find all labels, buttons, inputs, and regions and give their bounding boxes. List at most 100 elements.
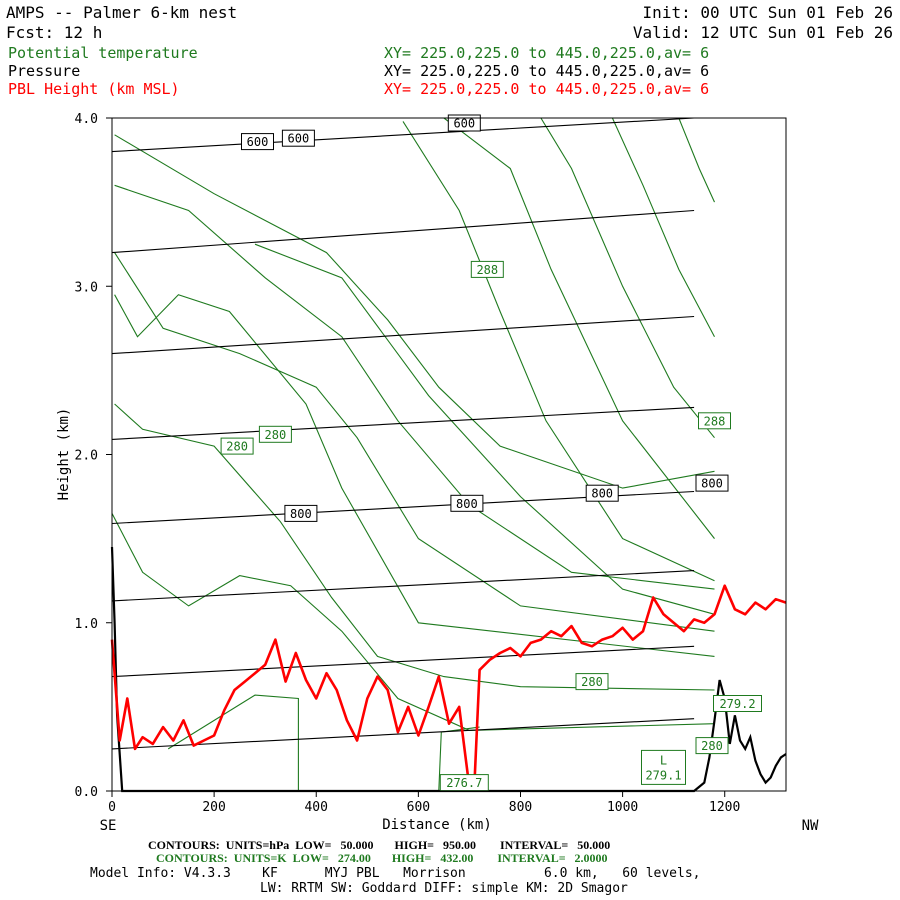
x-axis-label: Distance (km) bbox=[382, 817, 492, 833]
x-end-label-right: NW bbox=[802, 818, 819, 834]
theta-contour-8 bbox=[443, 117, 715, 539]
theta-label-0-box bbox=[470, 260, 504, 278]
theta-label-1-box bbox=[220, 437, 254, 455]
pressure-contour-2 bbox=[111, 570, 695, 602]
y-axis-label: Height (km) bbox=[56, 408, 72, 501]
theta-label-0: 288 bbox=[470, 260, 504, 278]
theta-label-3-text: 288 bbox=[704, 414, 726, 428]
theta-label-6-text: 279.2 bbox=[719, 697, 755, 711]
y-tick-label-1: 1.0 bbox=[75, 617, 98, 632]
pressure-label-1: 600 bbox=[281, 129, 315, 147]
theta-contour-3 bbox=[114, 294, 715, 657]
x-tick-label-1: 200 bbox=[202, 800, 225, 815]
theta-contour-6 bbox=[254, 243, 715, 615]
theta-low-marker-letter: L bbox=[660, 753, 667, 767]
pressure-label-3-text: 800 bbox=[290, 507, 312, 521]
field-xy-pbl: XY= 225.0,225.0 to 445.0,225.0,av= 6 bbox=[384, 80, 709, 98]
pressure-contour-7 bbox=[111, 117, 695, 153]
theta-label-3: 288 bbox=[698, 412, 731, 430]
plot-area: 600 600 600 800 800 800 800 288 280 280 288 280 280 2… bbox=[110, 114, 787, 793]
footer-model-info-2: LW: RRTM SW: Goddard DIFF: simple KM: 2D… bbox=[260, 881, 628, 896]
theta-contour-1 bbox=[114, 184, 715, 590]
pressure-label-4-box bbox=[450, 494, 484, 512]
theta-label-1: 280 bbox=[220, 437, 254, 455]
theta-label-3-box bbox=[698, 412, 731, 430]
pressure-contour-5 bbox=[111, 315, 695, 355]
theta-label-4: 280 bbox=[575, 673, 609, 691]
footer-pressure-contours: CONTOURS: UNITS=hPa LOW= 50.000 HIGH= 95… bbox=[148, 838, 610, 852]
pressure-contour-6 bbox=[111, 209, 695, 254]
theta-contour-7 bbox=[402, 121, 715, 582]
pressure-label-5: 800 bbox=[585, 484, 619, 502]
y-tick-label-4: 4.0 bbox=[75, 112, 98, 127]
theta-label-0-text: 288 bbox=[476, 263, 498, 277]
theta-label-2-text: 280 bbox=[265, 428, 287, 442]
y-tick-label-3: 3.0 bbox=[75, 280, 98, 295]
pressure-label-2-text: 600 bbox=[453, 117, 475, 131]
pressure-label-5-text: 800 bbox=[591, 487, 613, 501]
pressure-label-5-box bbox=[585, 484, 619, 502]
theta-contour-11 bbox=[678, 117, 716, 203]
theta-label-6-box bbox=[713, 695, 762, 712]
pressure-contour-1 bbox=[111, 645, 695, 678]
pressure-label-1-box bbox=[281, 129, 315, 147]
pressure-label-1-text: 600 bbox=[288, 132, 310, 146]
pressure-label-2-box bbox=[447, 114, 481, 132]
theta-contour-4 bbox=[114, 403, 715, 691]
chart-title: AMPS -- Palmer 6-km nest bbox=[6, 3, 237, 22]
pressure-label-0-text: 600 bbox=[247, 135, 269, 149]
theta-contour-10 bbox=[611, 117, 715, 337]
field-label-pressure: Pressure bbox=[8, 62, 80, 80]
pressure-label-2: 600 bbox=[447, 114, 481, 132]
axes: 0 200 400 600 800 1000 1200 0.0 1.0 2.0 3.0 4.0 bbox=[75, 112, 741, 815]
pressure-label-4-text: 800 bbox=[456, 497, 478, 511]
theta-contour-5 bbox=[111, 513, 715, 731]
theta-label-2-box bbox=[258, 425, 292, 443]
valid-time: Valid: 12 UTC Sun 01 Feb 26 bbox=[633, 23, 893, 42]
pressure-label-0: 600 bbox=[241, 133, 274, 151]
field-xy-theta: XY= 225.0,225.0 to 445.0,225.0,av= 6 bbox=[384, 44, 709, 62]
x-tick-label-6: 1200 bbox=[709, 800, 740, 815]
theta-label-5-text: 280 bbox=[701, 739, 723, 753]
pressure-label-4: 800 bbox=[450, 494, 484, 512]
x-tick-label-4: 800 bbox=[509, 800, 532, 815]
pressure-label-0-box bbox=[241, 133, 274, 151]
theta-label-1-text: 280 bbox=[226, 440, 248, 454]
contour-labels: 600 600 600 800 800 800 800 288 280 280 288 280 280 2… bbox=[220, 114, 762, 792]
x-tick-label-2: 400 bbox=[304, 800, 327, 815]
theta-contour-2 bbox=[114, 252, 715, 632]
pressure-contours bbox=[111, 117, 695, 750]
field-xy-pressure: XY= 225.0,225.0 to 445.0,225.0,av= 6 bbox=[384, 62, 709, 80]
theta-label-2: 280 bbox=[258, 425, 292, 443]
x-end-label-left: SE bbox=[100, 818, 117, 834]
field-label-pbl: PBL Height (km MSL) bbox=[8, 80, 180, 98]
x-tick-label-3: 600 bbox=[407, 800, 430, 815]
pressure-label-6-text: 800 bbox=[701, 477, 723, 491]
pressure-label-3: 800 bbox=[284, 504, 318, 522]
theta-contour-12 bbox=[167, 694, 299, 791]
y-tick-label-2: 2.0 bbox=[75, 449, 98, 464]
footer-theta-contours: CONTOURS: UNITS=K LOW= 274.00 HIGH= 432.… bbox=[156, 851, 608, 865]
pbl-height-series bbox=[110, 584, 787, 789]
theta-label-5: 280 bbox=[695, 737, 729, 755]
theta-label-5-box bbox=[695, 737, 729, 755]
theta-label-6: 279.2 bbox=[713, 695, 762, 712]
y-tick-label-0: 0.0 bbox=[75, 785, 98, 800]
x-tick-label-5: 1000 bbox=[607, 800, 638, 815]
init-time: Init: 00 UTC Sun 01 Feb 26 bbox=[643, 3, 893, 22]
theta-low-marker-box bbox=[641, 749, 686, 785]
plot-frame bbox=[111, 117, 787, 792]
footer-model-info: Model Info: V4.3.3 KF MYJ PBL Morrison 6… bbox=[90, 866, 700, 881]
pressure-contour-0 bbox=[111, 718, 695, 750]
pressure-label-3-box bbox=[284, 504, 318, 522]
pbl-series-line-0 bbox=[110, 584, 787, 789]
forecast-hour: Fcst: 12 h bbox=[6, 23, 102, 42]
theta-contours bbox=[111, 117, 716, 792]
theta-contour-9 bbox=[540, 117, 715, 439]
field-label-theta: Potential temperature bbox=[8, 44, 198, 62]
x-tick-label-0: 0 bbox=[108, 800, 116, 815]
theta-low-marker-value: 279.1 bbox=[645, 768, 681, 782]
pressure-label-6: 800 bbox=[695, 474, 729, 492]
